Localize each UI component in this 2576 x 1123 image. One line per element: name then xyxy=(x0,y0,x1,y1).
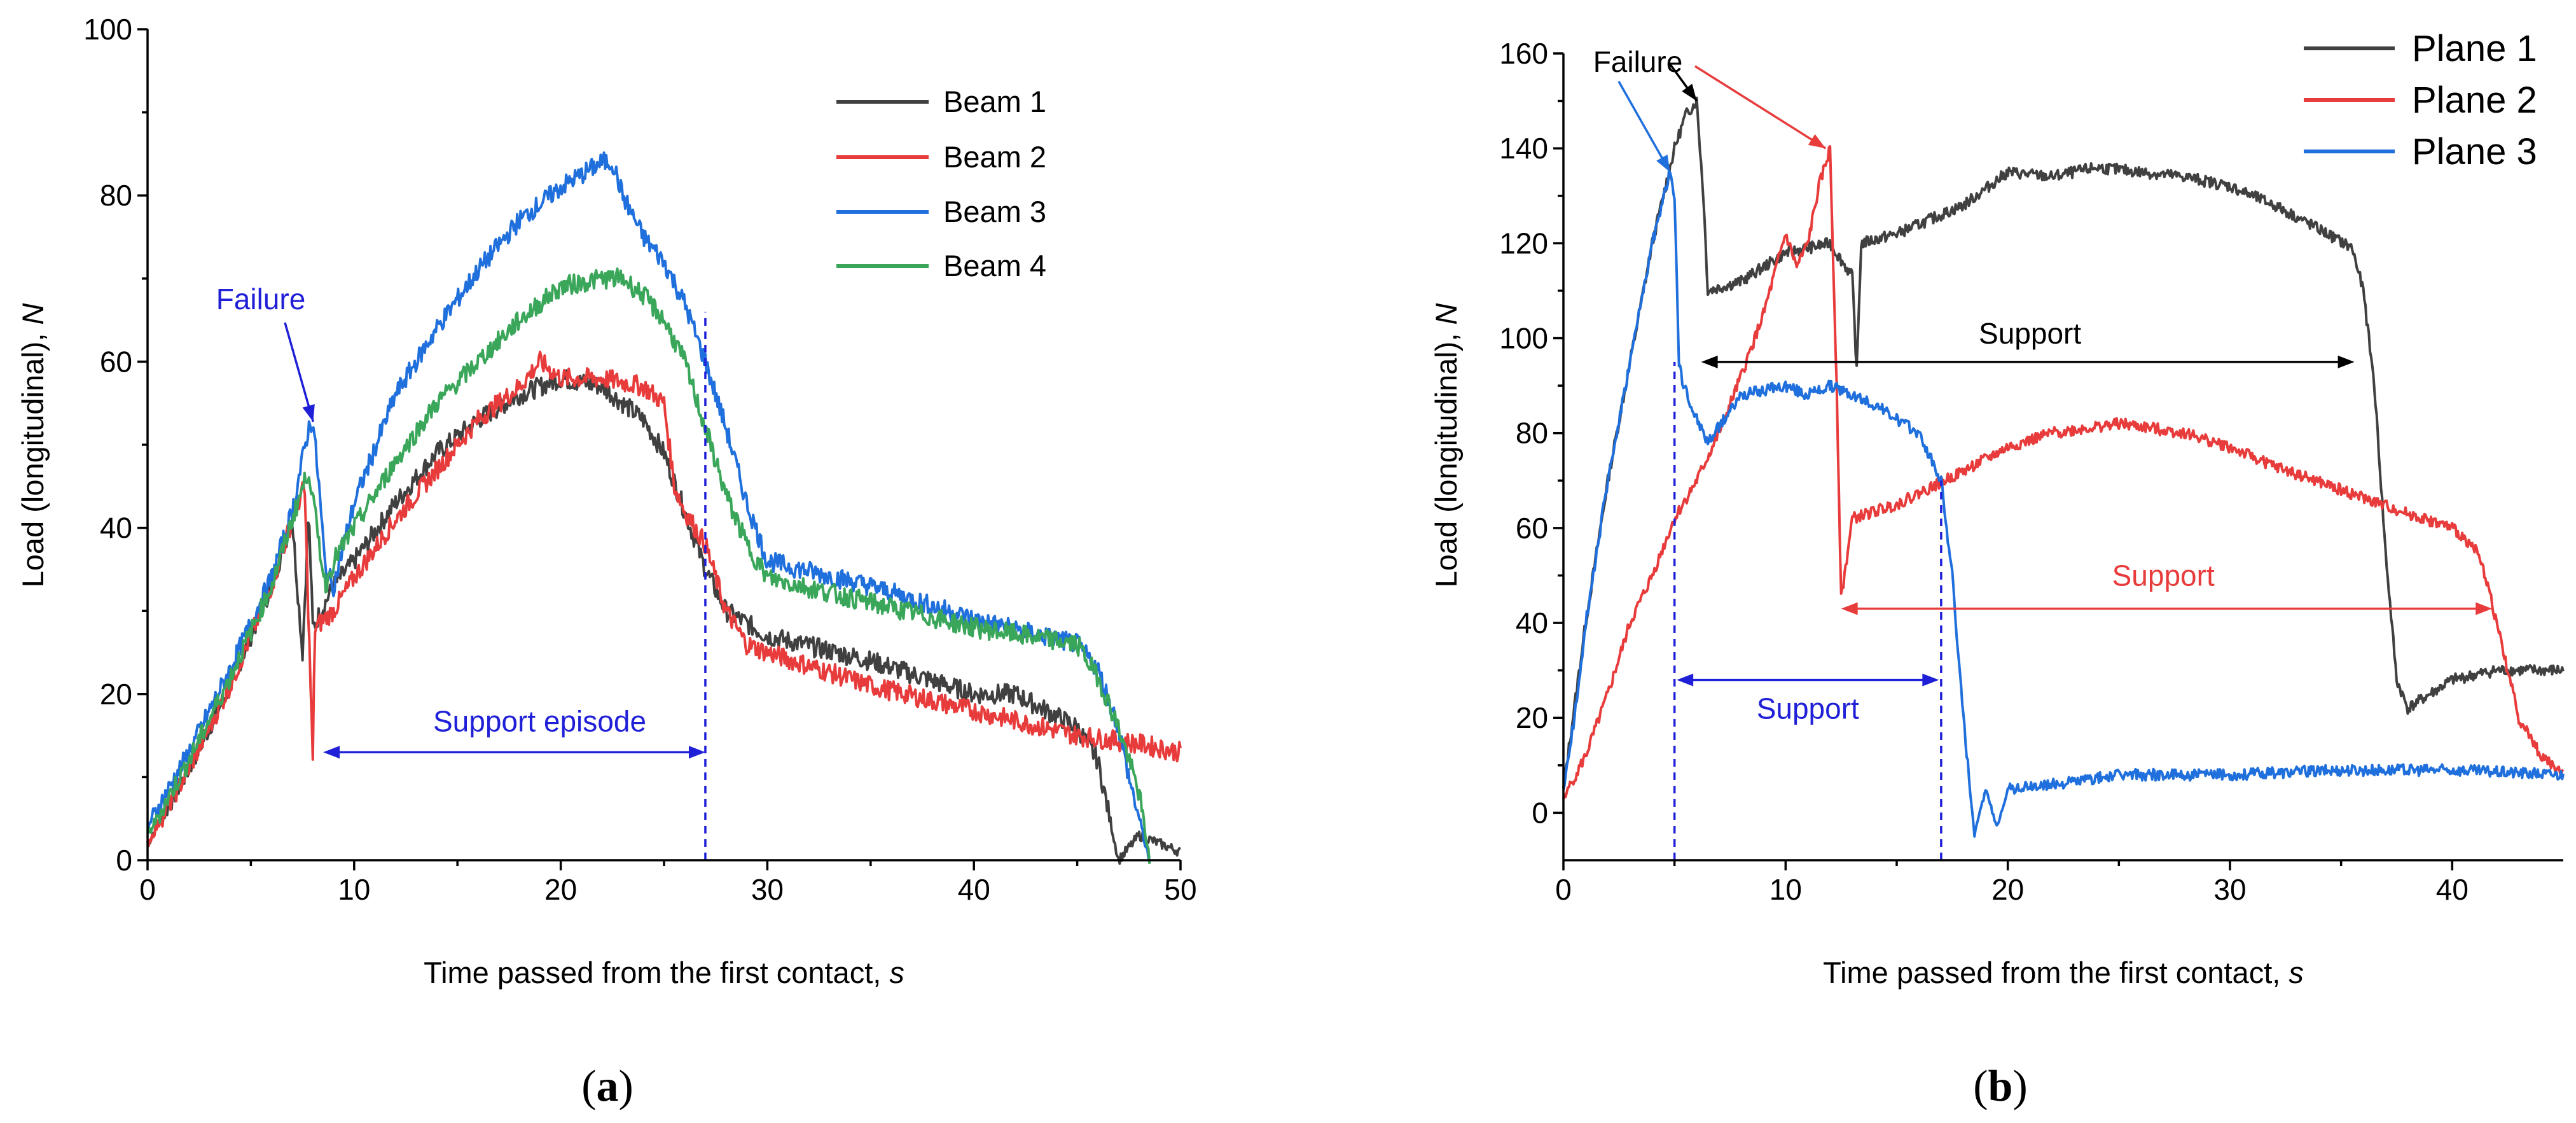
panel-a-label: (a) xyxy=(581,1062,634,1111)
panel-a-series-layer xyxy=(146,151,1182,865)
panel-b-x-ticks: 0 10 20 30 40 xyxy=(1555,860,2469,906)
panel-a-x-ticks: 0 10 20 30 40 50 xyxy=(139,860,1197,906)
failure-annotation-label: Failure xyxy=(216,282,306,316)
x-tick-label: 40 xyxy=(2436,873,2469,906)
y-tick-label: 80 xyxy=(1516,417,1548,450)
failure-arrow-head xyxy=(1808,134,1826,149)
legend-label-plane-1: Plane 1 xyxy=(2412,28,2537,69)
support-arrow-head-left xyxy=(323,746,340,759)
panel-b-x-axis-title: Time passed from the first contact, s xyxy=(1823,956,2304,989)
panel-a-legend: Beam 1 Beam 2 Beam 3 Beam 4 xyxy=(836,85,1046,282)
panel-b-series-layer xyxy=(1562,96,2565,838)
panel-a-chart: Failure Support episode 0 10 20 30 40 50 0 20 40… xyxy=(16,13,1197,1111)
series-line-beam-1 xyxy=(146,369,1181,865)
support-arrow-head-left xyxy=(1677,673,1694,687)
y-tick-label: 20 xyxy=(1516,701,1548,734)
support-arrow-head-right xyxy=(1922,673,1939,687)
x-tick-label: 10 xyxy=(1769,873,1802,906)
y-tick-label: 160 xyxy=(1499,37,1548,70)
y-tick-label: 140 xyxy=(1499,132,1548,165)
legend-label-beam-4: Beam 4 xyxy=(943,249,1046,282)
y-tick-label: 40 xyxy=(100,512,132,545)
support-arrow-head-left xyxy=(1701,355,1718,368)
legend-label-plane-3: Plane 3 xyxy=(2412,131,2537,172)
x-tick-label: 50 xyxy=(1164,873,1196,906)
legend-label-plane-2: Plane 2 xyxy=(2412,80,2537,121)
failure-arrow-line xyxy=(1694,65,1827,150)
series-line-beam-2 xyxy=(146,351,1182,847)
y-tick-label: 100 xyxy=(83,13,132,46)
panel-a-y-ticks: 0 20 40 60 80 100 xyxy=(83,13,148,877)
y-tick-label: 40 xyxy=(1516,606,1548,639)
series-line-beam-3 xyxy=(146,151,1151,860)
support-label: Support xyxy=(1757,692,1859,725)
support-episode-label: Support episode xyxy=(433,705,646,738)
failure-arrow-head xyxy=(302,404,315,422)
support-arrow-head-right xyxy=(2337,355,2355,368)
y-tick-label: 120 xyxy=(1499,227,1548,260)
y-tick-label: 20 xyxy=(100,678,132,711)
panel-b-y-axis-title: Load (longitudinal), N xyxy=(1429,303,1463,588)
legend-label-beam-1: Beam 1 xyxy=(943,85,1046,118)
panel-b-label: (b) xyxy=(1973,1062,2028,1111)
support-label: Support xyxy=(2112,559,2215,592)
y-tick-label: 60 xyxy=(1516,512,1548,545)
support-arrow-head-right xyxy=(688,746,705,759)
support-arrow-head-left xyxy=(1841,602,1858,615)
panel-a-annotations: Failure Support episode xyxy=(216,282,707,860)
x-tick-label: 10 xyxy=(338,873,370,906)
support-label: Support xyxy=(1979,317,2081,350)
x-tick-label: 40 xyxy=(958,873,990,906)
x-tick-label: 30 xyxy=(2213,873,2246,906)
x-tick-label: 0 xyxy=(1555,873,1572,906)
panel-a-x-axis-title: Time passed from the first contact, s xyxy=(424,956,904,989)
x-tick-label: 20 xyxy=(1991,873,2024,906)
panel-b-legend: Plane 1 Plane 2 Plane 3 xyxy=(2304,28,2537,172)
support-arrow-head-right xyxy=(2476,602,2493,615)
series-line-plane-3 xyxy=(1562,169,2565,838)
series-line-plane-1 xyxy=(1562,96,2565,788)
panel-b-y-ticks: 0 20 40 60 80 100 120 140 160 xyxy=(1499,37,1563,829)
x-tick-label: 20 xyxy=(544,873,577,906)
series-line-beam-4 xyxy=(146,267,1151,864)
y-tick-label: 0 xyxy=(1532,796,1548,829)
y-tick-label: 100 xyxy=(1499,322,1548,355)
x-tick-label: 0 xyxy=(139,873,156,906)
failure-arrow-line xyxy=(284,322,315,422)
failure-arrow-head xyxy=(1656,154,1670,172)
legend-label-beam-3: Beam 3 xyxy=(943,195,1046,228)
failure-arrow-line xyxy=(1617,81,1672,173)
y-tick-label: 60 xyxy=(100,345,132,378)
panel-b-chart: Failure Support Support Support 0 10 20 30 40 0… xyxy=(1429,28,2565,1111)
y-tick-label: 0 xyxy=(116,844,132,877)
failure-arrow-head xyxy=(1682,83,1697,101)
y-tick-label: 80 xyxy=(100,179,132,212)
failure-annotation-label: Failure xyxy=(1593,45,1683,78)
legend-label-beam-2: Beam 2 xyxy=(943,140,1046,174)
panel-a-y-axis-title: Load (longitudinal), N xyxy=(16,303,50,588)
panel-b-annotations: Failure Support Support Support xyxy=(1593,45,2493,860)
x-tick-label: 30 xyxy=(751,873,784,906)
